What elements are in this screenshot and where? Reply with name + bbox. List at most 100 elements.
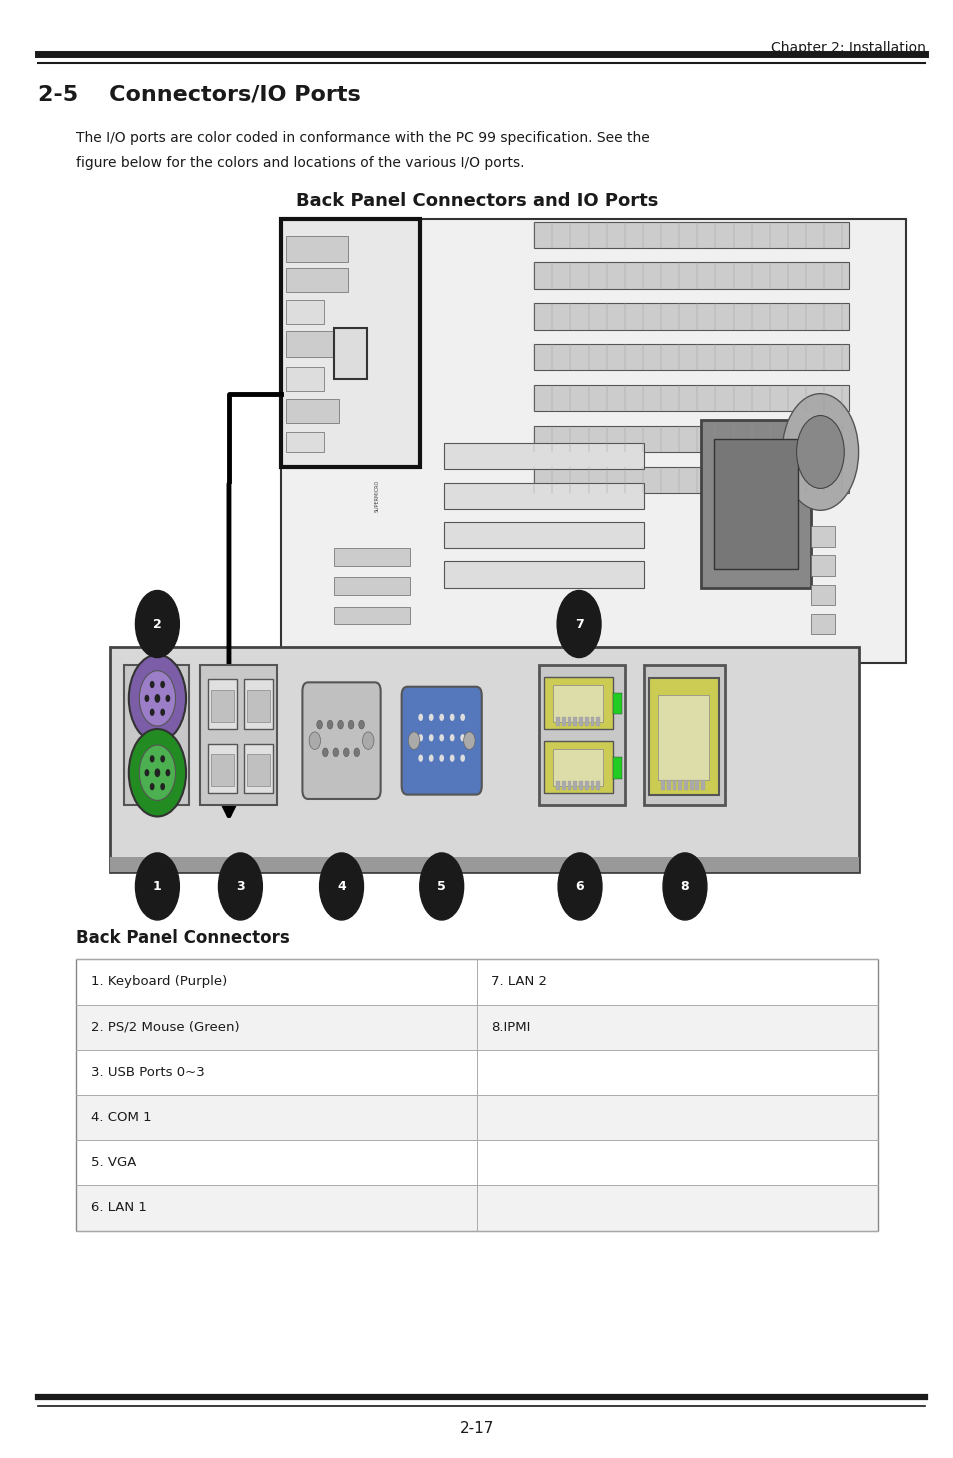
Bar <box>596 717 599 726</box>
Bar <box>538 665 624 805</box>
Circle shape <box>160 709 165 716</box>
Bar <box>443 522 643 548</box>
Circle shape <box>150 755 154 763</box>
Bar <box>286 399 338 423</box>
Bar <box>286 331 338 357</box>
Bar <box>334 548 410 566</box>
Bar <box>286 236 348 262</box>
Bar <box>443 443 643 469</box>
Circle shape <box>145 695 149 703</box>
Circle shape <box>135 590 179 658</box>
Bar <box>286 268 348 292</box>
Circle shape <box>438 735 443 742</box>
Bar <box>534 344 848 370</box>
Bar <box>613 693 621 714</box>
Text: SUPERMICRO: SUPERMICRO <box>374 480 379 512</box>
Text: 2: 2 <box>152 618 162 630</box>
Circle shape <box>463 732 475 749</box>
Circle shape <box>408 732 419 749</box>
Bar <box>810 614 834 634</box>
Text: 2-5    Connectors/IO Ports: 2-5 Connectors/IO Ports <box>38 85 360 105</box>
Bar <box>334 577 410 595</box>
Bar <box>286 432 324 452</box>
Circle shape <box>154 768 160 777</box>
Bar <box>689 780 693 790</box>
Bar <box>678 780 681 790</box>
Bar <box>281 219 419 467</box>
Circle shape <box>309 732 320 749</box>
Text: 7. LAN 2: 7. LAN 2 <box>491 975 547 989</box>
Bar <box>110 857 858 872</box>
Text: 2-17: 2-17 <box>459 1422 494 1436</box>
Circle shape <box>348 720 354 729</box>
Bar <box>700 420 810 588</box>
Bar <box>666 780 670 790</box>
Text: Back Panel Connectors and IO Ports: Back Panel Connectors and IO Ports <box>295 192 658 210</box>
Circle shape <box>145 770 149 776</box>
Bar <box>247 754 270 786</box>
Circle shape <box>438 714 443 722</box>
Circle shape <box>129 655 186 742</box>
Circle shape <box>166 770 170 776</box>
Bar <box>543 741 613 793</box>
Circle shape <box>160 783 165 790</box>
Bar <box>124 665 189 805</box>
Text: Chapter 2: Installation: Chapter 2: Installation <box>770 41 924 55</box>
Bar <box>700 780 704 790</box>
Circle shape <box>333 748 338 757</box>
Circle shape <box>429 735 433 742</box>
Bar <box>590 781 594 790</box>
Circle shape <box>429 714 433 722</box>
Circle shape <box>419 853 463 920</box>
FancyBboxPatch shape <box>401 687 481 795</box>
Bar <box>556 717 559 726</box>
Circle shape <box>160 755 165 763</box>
Bar <box>695 780 699 790</box>
Text: 7: 7 <box>574 618 583 630</box>
Circle shape <box>358 720 364 729</box>
Bar <box>76 1185 877 1231</box>
Bar <box>244 744 273 793</box>
Bar <box>443 483 643 509</box>
Circle shape <box>796 416 843 488</box>
Bar <box>76 959 877 1231</box>
Circle shape <box>438 755 443 763</box>
Circle shape <box>135 853 179 920</box>
Bar <box>567 717 571 726</box>
Circle shape <box>337 720 343 729</box>
Bar <box>76 1050 877 1095</box>
Bar <box>584 717 588 726</box>
Circle shape <box>449 714 454 722</box>
Text: 4: 4 <box>336 881 346 892</box>
Bar <box>76 1005 877 1050</box>
Bar <box>534 467 848 493</box>
Bar <box>556 781 559 790</box>
Bar <box>658 695 708 780</box>
Text: 1. Keyboard (Purple): 1. Keyboard (Purple) <box>91 975 227 989</box>
Text: 6: 6 <box>575 881 584 892</box>
Bar <box>810 555 834 576</box>
Bar <box>534 303 848 330</box>
Circle shape <box>459 714 464 722</box>
Bar <box>286 367 324 391</box>
Circle shape <box>139 671 175 726</box>
Bar <box>573 781 577 790</box>
Bar <box>534 262 848 289</box>
Circle shape <box>322 748 328 757</box>
Bar <box>334 328 367 379</box>
Circle shape <box>327 720 333 729</box>
Text: 5. VGA: 5. VGA <box>91 1156 136 1169</box>
Bar <box>247 690 270 722</box>
Circle shape <box>557 590 600 658</box>
Text: 8.IPMI: 8.IPMI <box>491 1021 530 1034</box>
Circle shape <box>150 709 154 716</box>
Bar <box>590 717 594 726</box>
Bar <box>810 585 834 605</box>
Circle shape <box>218 853 262 920</box>
Circle shape <box>449 755 454 763</box>
Bar <box>660 780 664 790</box>
Circle shape <box>139 745 175 800</box>
Bar <box>208 679 236 729</box>
Bar <box>683 780 687 790</box>
Bar <box>596 781 599 790</box>
